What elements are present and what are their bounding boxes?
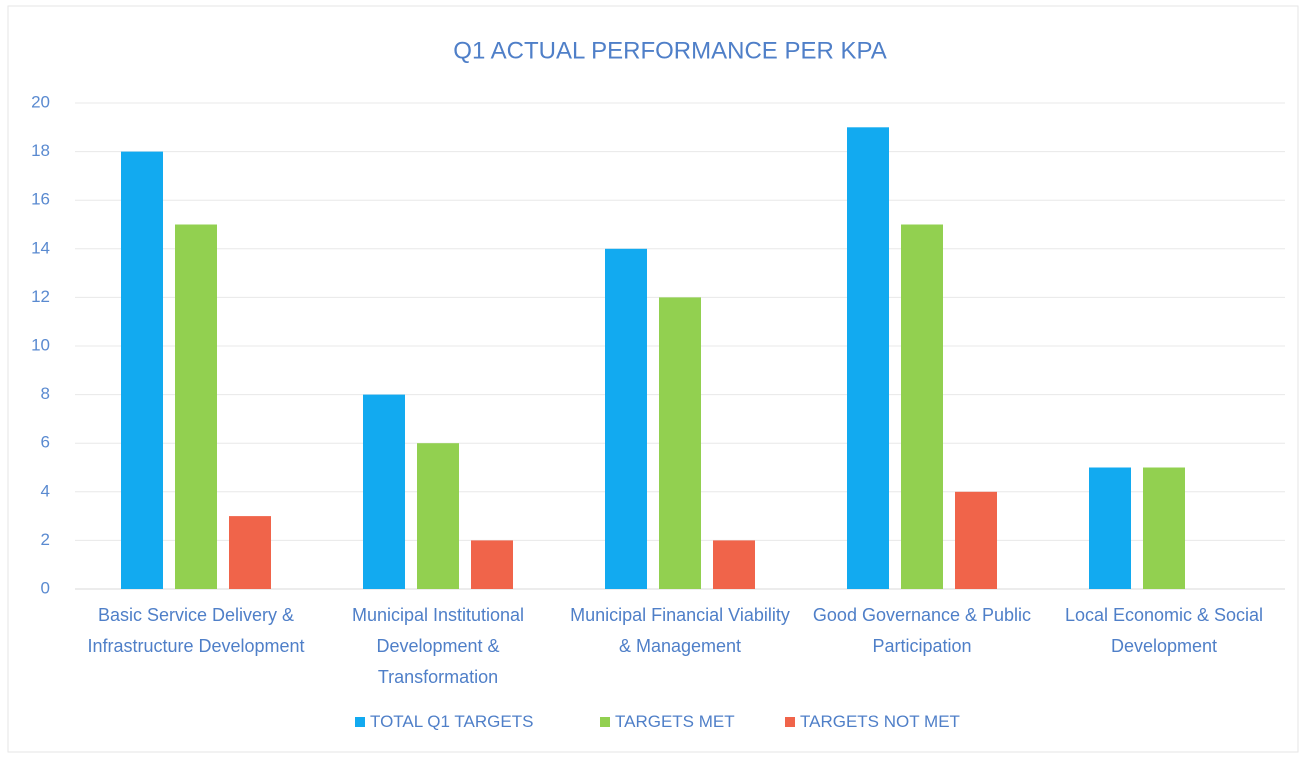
y-tick-label: 0 bbox=[41, 578, 50, 597]
y-tick-label: 10 bbox=[31, 335, 50, 354]
bar bbox=[175, 224, 217, 589]
x-tick-label: Good Governance & Public Participation bbox=[812, 605, 1032, 656]
bar bbox=[417, 443, 459, 589]
bar bbox=[901, 224, 943, 589]
legend-item: TARGETS MET bbox=[600, 712, 735, 732]
bar bbox=[229, 516, 271, 589]
y-tick-label: 6 bbox=[41, 433, 50, 452]
bar bbox=[955, 491, 997, 589]
chart-title: Q1 ACTUAL PERFORMANCE PER KPA bbox=[453, 37, 886, 64]
bar bbox=[1143, 467, 1185, 589]
y-tick-label: 14 bbox=[31, 238, 50, 257]
legend-swatch bbox=[355, 717, 365, 727]
bar bbox=[471, 540, 513, 589]
y-tick-label: 12 bbox=[31, 287, 50, 306]
y-tick-label: 2 bbox=[41, 530, 50, 549]
legend-label: TARGETS NOT MET bbox=[800, 712, 960, 731]
bar bbox=[121, 151, 163, 589]
bar bbox=[659, 297, 701, 589]
y-tick-label: 4 bbox=[41, 481, 50, 500]
bar bbox=[713, 540, 755, 589]
y-tick-label: 16 bbox=[31, 190, 50, 209]
legend-label: TOTAL Q1 TARGETS bbox=[370, 712, 534, 731]
legend-label: TARGETS MET bbox=[615, 712, 735, 731]
bar bbox=[1089, 467, 1131, 589]
bar bbox=[363, 394, 405, 589]
x-tick-label: Municipal Institutional Development & Tr… bbox=[351, 605, 525, 687]
y-tick-label: 18 bbox=[31, 141, 50, 160]
bar bbox=[847, 127, 889, 590]
legend-swatch bbox=[785, 717, 795, 727]
legend-swatch bbox=[600, 717, 610, 727]
y-tick-label: 20 bbox=[31, 92, 50, 111]
x-tick-label: Local Economic & Social Development bbox=[1064, 605, 1264, 656]
chart-border bbox=[7, 5, 1299, 753]
bar bbox=[605, 248, 647, 590]
legend-item: TOTAL Q1 TARGETS bbox=[355, 712, 533, 732]
legend-item: TARGETS NOT MET bbox=[785, 712, 960, 732]
y-tick-label: 8 bbox=[41, 384, 50, 403]
x-tick-label: Basic Service Delivery & Infrastructure … bbox=[87, 605, 305, 656]
x-tick-label: Municipal Financial Viability & Manageme… bbox=[570, 605, 790, 656]
